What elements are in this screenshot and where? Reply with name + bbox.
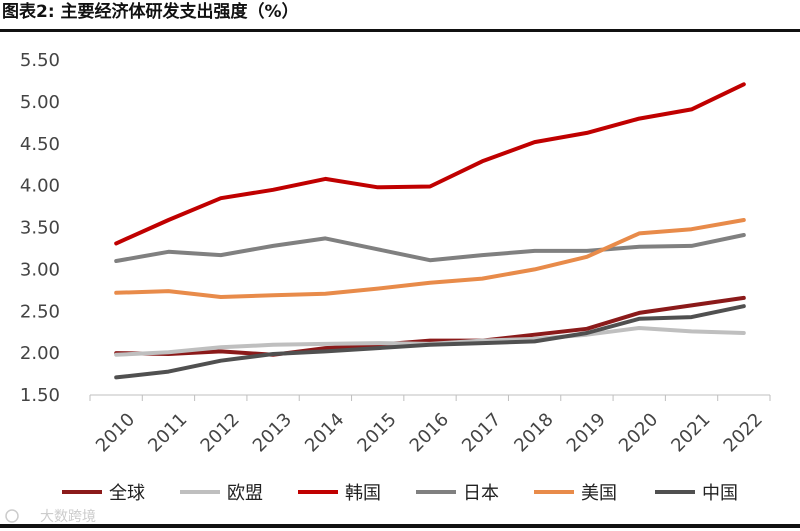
watermark-icon: [5, 509, 19, 523]
watermark-text: 大数跨境: [40, 509, 96, 525]
y-tick-label: 5.00: [20, 92, 60, 113]
series-line-5: [114, 304, 746, 380]
y-tick-label: 3.00: [20, 259, 60, 280]
series-lines: [114, 82, 746, 380]
bottom-divider: [0, 524, 800, 528]
watermark-group: 大数跨境: [5, 509, 96, 525]
legend-label-2: 韩国: [345, 483, 381, 504]
y-tick-label: 2.00: [20, 343, 60, 364]
legend-label-1: 欧盟: [227, 483, 263, 504]
x-axis: 2010 2011 2012 2013 2014 2015 2016 2017 2018 2019…: [89, 394, 771, 456]
x-tick-label: 2012: [197, 409, 244, 456]
legend: 全球 欧盟 韩国 日本 美国 中国: [62, 483, 738, 504]
series-line-0: [114, 295, 746, 357]
y-axis: 5.50 5.00 4.50 4.00 3.50 3.00 2.50 2.00 1.50: [20, 50, 60, 406]
x-tick-label: 2015: [353, 409, 400, 456]
x-tick-label: 2011: [144, 409, 191, 456]
series-line-3: [114, 233, 746, 263]
x-tick-label: 2014: [301, 409, 348, 456]
title-divider: [0, 29, 800, 32]
y-tick-label: 4.00: [20, 176, 60, 197]
y-tick-label: 1.50: [20, 385, 60, 406]
legend-label-3: 日本: [463, 483, 499, 504]
x-tick-label: 2016: [406, 409, 453, 456]
legend-label-4: 美国: [581, 483, 617, 504]
legend-label-5: 中国: [702, 483, 738, 504]
x-tick-label: 2022: [720, 409, 767, 456]
x-tick-label: 2019: [563, 409, 610, 456]
x-tick-label: 2021: [667, 409, 714, 456]
series-line-2: [114, 82, 746, 246]
x-tick-label: 2017: [458, 409, 505, 456]
y-tick-label: 4.50: [20, 134, 60, 155]
y-tick-label: 5.50: [20, 50, 60, 71]
y-tick-label: 3.50: [20, 218, 60, 239]
x-tick-label: 2018: [510, 409, 557, 456]
x-tick-label: 2020: [615, 409, 662, 456]
x-tick-label: 2010: [92, 409, 139, 456]
x-tick-label: 2013: [249, 409, 296, 456]
chart-title: 图表2: 主要经济体研发支出强度（%）: [2, 2, 299, 22]
y-tick-label: 2.50: [20, 301, 60, 322]
legend-label-0: 全球: [109, 483, 145, 504]
series-line-4: [114, 218, 746, 299]
